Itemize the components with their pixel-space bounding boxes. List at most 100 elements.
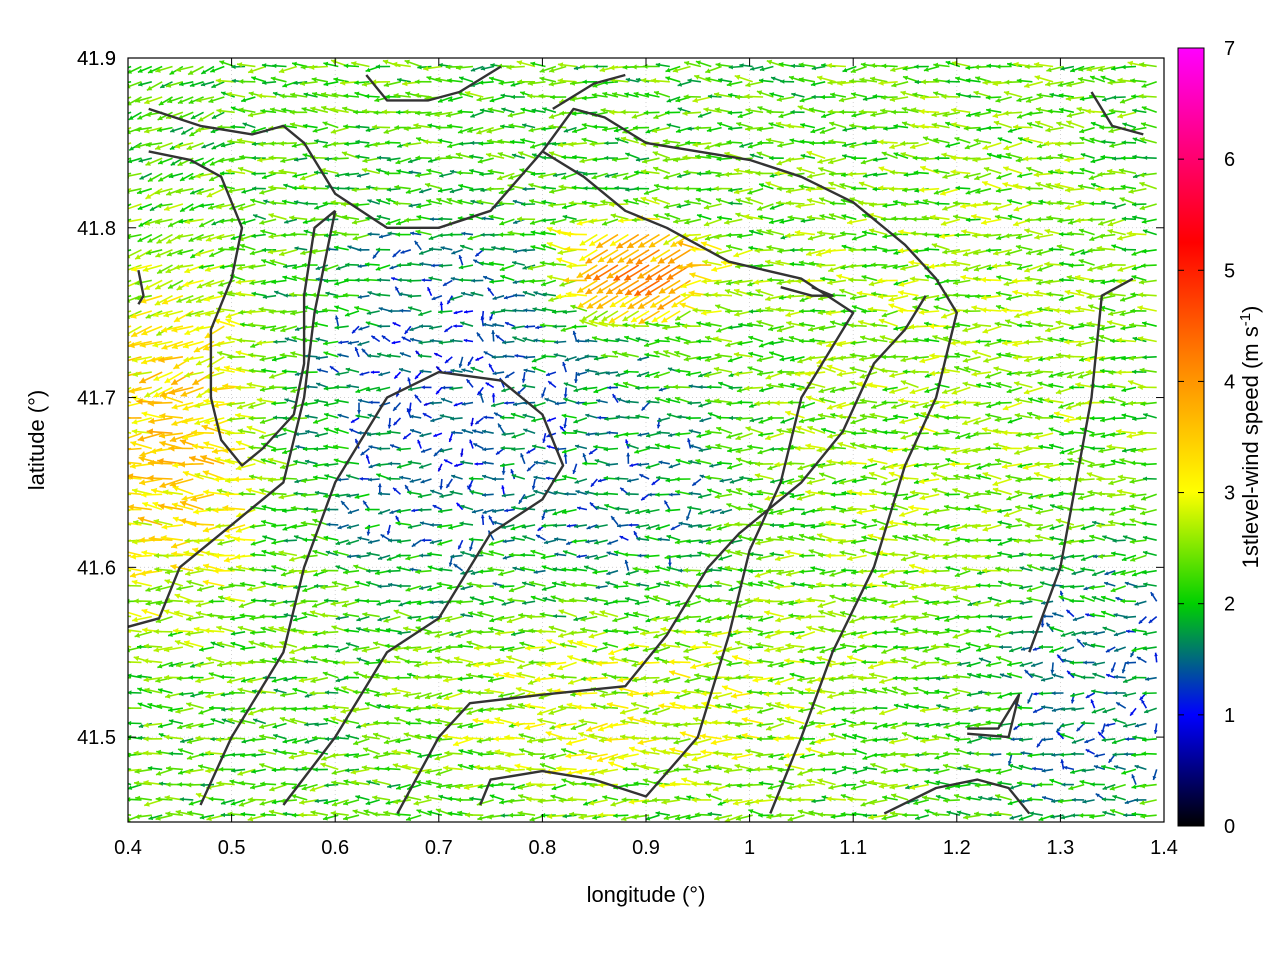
wind-vector-head [419,553,423,557]
wind-vector-head [414,800,419,805]
wind-vector-head [269,810,274,815]
wind-vector-head [469,537,473,542]
wind-vector-head [231,752,235,757]
wind-vector-head [602,673,607,678]
wind-vector-head [787,797,792,802]
wind-vector-head [923,522,928,527]
wind-vector-head [132,617,138,623]
wind-vector-head [1114,675,1118,679]
wind-vector-head [320,613,325,618]
wind-vector-head [765,599,770,604]
wind-vector-head [395,675,400,680]
wind-vector-head [203,580,209,586]
wind-vector-head [638,739,644,745]
wind-vector-head [572,539,577,544]
wind-vector-head [966,507,971,512]
wind-vector-head [974,751,979,756]
wind-vector-head [359,477,363,481]
wind-vector-head [1071,752,1075,756]
wind-vector-head [474,645,479,651]
wind-vector-head [586,676,592,682]
wind-vector-head [807,480,813,485]
wind-vector-head [196,611,201,616]
wind-vector-head [224,557,230,563]
wind-vector-head [122,609,128,615]
wind-vector-head [669,659,675,665]
wind-vector-head [872,631,877,636]
wind-vector-head [747,460,752,465]
wind-vector-head [648,691,654,697]
wind-vector-head [112,690,117,695]
wind-vector-head [311,706,316,711]
wind-vector-head [1120,522,1125,527]
wind-vector-head [182,495,188,501]
wind-vector [123,586,141,587]
wind-vector-head [882,630,887,635]
wind-vector-head [426,720,431,725]
wind-vector-head [869,489,874,494]
wind-vector-head [250,785,255,790]
wind-vector-head [613,813,617,818]
wind-vector-head [725,720,730,725]
wind-vector-head [476,690,481,695]
wind-vector-head [919,569,924,575]
wind-vector-head [831,707,836,712]
wind-vector-head [123,538,128,544]
wind-vector-head [475,462,478,466]
wind-vector-head [858,569,863,574]
wind-vector-head [840,706,845,711]
wind-vector [117,780,131,784]
wind-vector-head [847,556,853,562]
wind-vector-head [962,523,967,528]
wind-vector-head [745,783,750,788]
wind-vector-head [770,447,774,452]
wind-vector-head [976,614,980,619]
wind-vector-head [566,740,572,746]
wind-vector-head [122,659,127,665]
wind-vector-head [879,525,885,530]
wind-vector-head [829,583,834,588]
wind-vector-head [154,629,159,634]
wind-vector-head [325,690,329,694]
wind-vector-head [690,664,696,670]
wind-vector-head [795,446,800,452]
wind-vector-head [220,675,224,680]
wind-vector-head [596,661,602,667]
wind-vector-head [1037,553,1042,558]
wind-vector-head [117,658,122,662]
wind-vector-head [987,813,991,818]
wind-vector-head [196,602,202,607]
wind-vector-head [726,783,731,788]
wind-vector-head [283,600,287,604]
wind-vector-head [1040,752,1044,756]
wind-vector-head [902,813,907,818]
wind-vector-head [1030,630,1034,634]
wind-vector-head [122,627,127,632]
wind-vector-head [241,812,246,817]
wind-vector-head [623,783,628,788]
wind-vector-head [613,599,617,604]
wind-vector-head [120,507,126,513]
wind-vector-head [109,541,115,547]
wind-vector-head [999,615,1003,619]
wind-vector-head [111,629,116,635]
wind-vector-head [203,564,209,570]
wind-vector-head [623,552,628,557]
wind-vector-head [302,612,307,617]
wind-vector-head [1004,568,1009,573]
wind-vector-head [1018,615,1023,620]
wind-vector-head [988,614,992,618]
wind-vector-head [775,617,781,622]
wind-vector-head [465,689,470,694]
wind-vector-head [239,491,244,496]
wind-vector-head [284,539,288,543]
wind-vector-head [818,812,823,817]
wind-vector-head [304,659,308,663]
wind-vector-head [665,508,669,513]
wind-vector-head [655,492,659,497]
wind-vector-head [385,644,390,649]
wind-vector-head [1113,691,1117,695]
wind-vector-head [492,477,496,481]
wind-vector-head [113,512,119,517]
